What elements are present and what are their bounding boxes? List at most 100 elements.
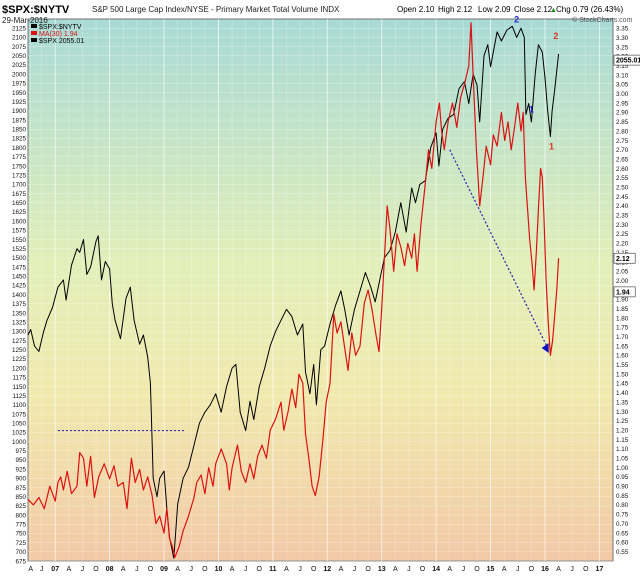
wave-label: 1 xyxy=(549,141,554,151)
left-tick-label: 1550 xyxy=(12,237,27,244)
left-tick-label: 1075 xyxy=(12,411,27,418)
annotations: 2 2 1 1 xyxy=(57,15,558,432)
right-tick-label: 0.55 xyxy=(616,549,629,556)
grid xyxy=(28,19,613,562)
right-tick-label: 2.75 xyxy=(616,138,629,145)
right-tick-label: 1.40 xyxy=(616,390,629,397)
x-tick-label: A xyxy=(175,566,180,573)
legend-label-ratio: $SPX:$NYTV xyxy=(39,24,82,31)
left-tick-label: 1175 xyxy=(12,375,26,382)
x-tick-label: A xyxy=(447,566,452,573)
series-layer xyxy=(27,22,560,559)
watermark: © StockCharts.com xyxy=(572,16,633,24)
right-tick-label: 1.25 xyxy=(616,418,629,425)
chg-arrow-icon: ▲ xyxy=(550,7,557,14)
right-tick-label: 0.70 xyxy=(616,521,629,528)
x-tick-label: J xyxy=(570,566,574,573)
x-tick-label: J xyxy=(244,566,248,573)
right-tick-label: 1.10 xyxy=(616,446,629,453)
wave-label: 1 xyxy=(529,105,534,115)
right-tick-label: 1.45 xyxy=(616,381,629,388)
left-tick-label: 1225 xyxy=(12,356,27,363)
x-tick-label: O xyxy=(257,566,263,573)
series-line-0 xyxy=(27,25,560,559)
left-tick-label: 1100 xyxy=(12,402,26,409)
x-tick-label: J xyxy=(81,566,85,573)
x-tick-label: J xyxy=(516,566,520,573)
right-tick-label: 0.60 xyxy=(616,540,629,547)
left-tick-label: 1825 xyxy=(12,136,27,143)
open-value: Open 2.10 xyxy=(397,5,435,14)
x-tick-label: A xyxy=(556,566,561,573)
legend-swatch-ma xyxy=(31,31,37,35)
left-tick-label: 1275 xyxy=(12,338,27,345)
left-tick-label: 1900 xyxy=(12,108,27,115)
left-tick-label: 1850 xyxy=(12,127,27,134)
left-tick-label: 1125 xyxy=(12,393,26,400)
right-tick-label: 2.55 xyxy=(616,175,629,182)
x-tick-label: J xyxy=(190,566,194,573)
left-tick-label: 700 xyxy=(15,549,26,556)
value-tag-box xyxy=(613,54,640,66)
x-tick-label: A xyxy=(121,566,126,573)
x-tick-label: A xyxy=(230,566,235,573)
close-value: Close 2.12 xyxy=(514,5,553,14)
x-tick-label: O xyxy=(365,566,371,573)
right-tick-label: 2.70 xyxy=(616,147,629,154)
left-tick-label: 750 xyxy=(15,531,26,538)
right-tick-label: 2.50 xyxy=(616,185,629,192)
x-tick-label: O xyxy=(420,566,426,573)
x-tick-label: A xyxy=(502,566,507,573)
x-tick-label: 16 xyxy=(541,566,549,573)
right-tick-label: 0.65 xyxy=(616,530,629,537)
left-tick-label: 1150 xyxy=(12,384,26,391)
x-tick-label: J xyxy=(135,566,139,573)
right-tick-label: 3.15 xyxy=(616,63,629,70)
right-tick-label: 1.50 xyxy=(616,371,629,378)
left-tick-label: 1975 xyxy=(12,81,27,88)
left-tick-label: 725 xyxy=(15,540,26,547)
x-tick-label: O xyxy=(311,566,317,573)
left-tick-label: 1200 xyxy=(12,365,27,372)
right-tick-label: 2.05 xyxy=(616,269,629,276)
right-tick-label: 3.25 xyxy=(616,44,629,51)
high-value: High 2.12 xyxy=(438,5,473,14)
right-tick-label: 2.20 xyxy=(616,241,629,248)
right-tick-label: 3.05 xyxy=(616,82,629,89)
x-tick-label: J xyxy=(40,566,44,573)
right-tick-label: 1.00 xyxy=(616,465,629,472)
x-tick-label: 08 xyxy=(106,566,114,573)
x-tick-label: 10 xyxy=(215,566,223,573)
left-tick-label: 1750 xyxy=(12,163,27,170)
left-tick-label: 1875 xyxy=(12,117,27,124)
chart-description: S&P 500 Large Cap Index/NYSE - Primary M… xyxy=(92,5,340,14)
right-tick-label: 1.85 xyxy=(616,306,629,313)
trend-line xyxy=(449,149,549,349)
x-axis: A J 07 A J O 08 A J O 09 A J O 10 A J O 11 A J O 12 A J O 13 A J O 14 A… xyxy=(28,566,603,573)
x-tick-label: J xyxy=(353,566,357,573)
left-tick-label: 2075 xyxy=(12,44,27,51)
right-tick-label: 2.90 xyxy=(616,110,629,117)
left-tick-label: 875 xyxy=(15,485,26,492)
right-tick-label: 1.30 xyxy=(616,409,629,416)
left-tick-label: 1475 xyxy=(12,264,27,271)
x-tick-label: O xyxy=(474,566,480,573)
left-tick-label: 1400 xyxy=(12,292,27,299)
right-tick-label: 1.90 xyxy=(616,297,629,304)
x-tick-label: O xyxy=(529,566,535,573)
left-tick-label: 2100 xyxy=(12,35,27,42)
arrow-icon xyxy=(541,342,549,353)
legend: $SPX:$NYTV MA(30) 1.94 $SPX 2055.01 xyxy=(31,24,84,45)
right-tick-label: 0.95 xyxy=(616,474,629,481)
value-tag-box xyxy=(613,252,636,264)
right-axis: 3.353.303.253.203.153.103.053.002.952.90… xyxy=(613,26,640,556)
right-tick-label: 2.00 xyxy=(616,278,629,285)
left-tick-label: 950 xyxy=(15,457,26,464)
left-tick-label: 1925 xyxy=(12,99,27,106)
wave-label: 2 xyxy=(553,31,558,41)
left-tick-label: 825 xyxy=(15,503,26,510)
right-tick-label: 3.00 xyxy=(616,91,629,98)
legend-label-spx: $SPX 2055.01 xyxy=(39,38,84,45)
left-tick-label: 925 xyxy=(15,466,26,473)
